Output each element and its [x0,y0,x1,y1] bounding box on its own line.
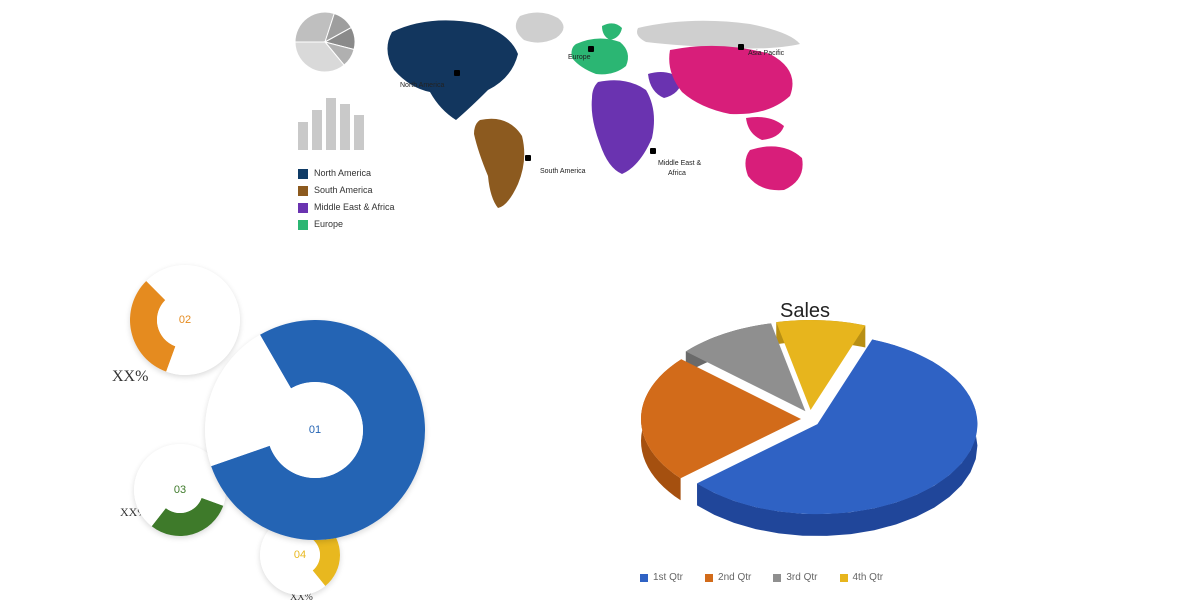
legend-label: Europe [314,216,343,233]
map-label: Middle East & [658,160,701,167]
map-pin-icon [454,70,460,76]
sales-legend-item: 1st Qtr [640,572,683,583]
map-region [474,119,524,208]
donut-center-label: 03 [174,484,186,496]
legend-label: 4th Qtr [853,572,884,583]
mini-bar-chart [298,90,364,150]
mini-bar [312,110,322,150]
map-region [387,20,518,120]
map-region [592,80,654,174]
legend-swatch [705,574,713,582]
legend-label: 3rd Qtr [786,572,817,583]
map-pin-icon [588,46,594,52]
sales-pie-chart [612,291,1008,569]
donut-center-label: 02 [179,314,191,326]
donut-center-label: 04 [294,549,306,561]
world-map: North America South America Europe Middle E… [370,10,810,210]
map-region [516,12,564,42]
map-label: South America [540,168,586,175]
legend-swatch [773,574,781,582]
legend-swatch [840,574,848,582]
legend-label: South America [314,182,373,199]
sales-legend-item: 4th Qtr [840,572,884,583]
map-pin-icon [650,148,656,154]
map-region [637,21,800,49]
map-pin-icon [738,44,744,50]
legend-label: 1st Qtr [653,572,683,583]
map-label: Africa [668,170,686,177]
sales-legend: 1st Qtr 2nd Qtr 3rd Qtr 4th Qtr [640,572,883,583]
mini-bar [340,104,350,150]
map-label: North America [400,82,444,89]
mini-pie-chart [295,12,355,72]
legend-swatch [298,203,308,213]
legend-swatch [298,186,308,196]
mini-bar [298,122,308,150]
legend-swatch [298,220,308,230]
map-label: Asia Pacific [748,50,784,57]
sales-legend-item: 3rd Qtr [773,572,817,583]
mini-bar [354,115,364,150]
legend-label: North America [314,165,371,182]
legend-label: 2nd Qtr [718,572,751,583]
map-region [745,146,802,190]
sales-legend-item: 2nd Qtr [705,572,751,583]
legend-item: Europe [298,216,395,233]
legend-swatch [640,574,648,582]
donut-center-label: 01 [309,424,321,436]
map-region [746,117,784,140]
map-label: Europe [568,54,591,61]
donut-cluster: 02XX%03XX%04XX%01XX% [140,300,460,600]
map-region [602,23,622,40]
map-pin-icon [525,155,531,161]
legend-swatch [298,169,308,179]
donut-chart: 01 [205,320,425,540]
mini-bar [326,98,336,150]
